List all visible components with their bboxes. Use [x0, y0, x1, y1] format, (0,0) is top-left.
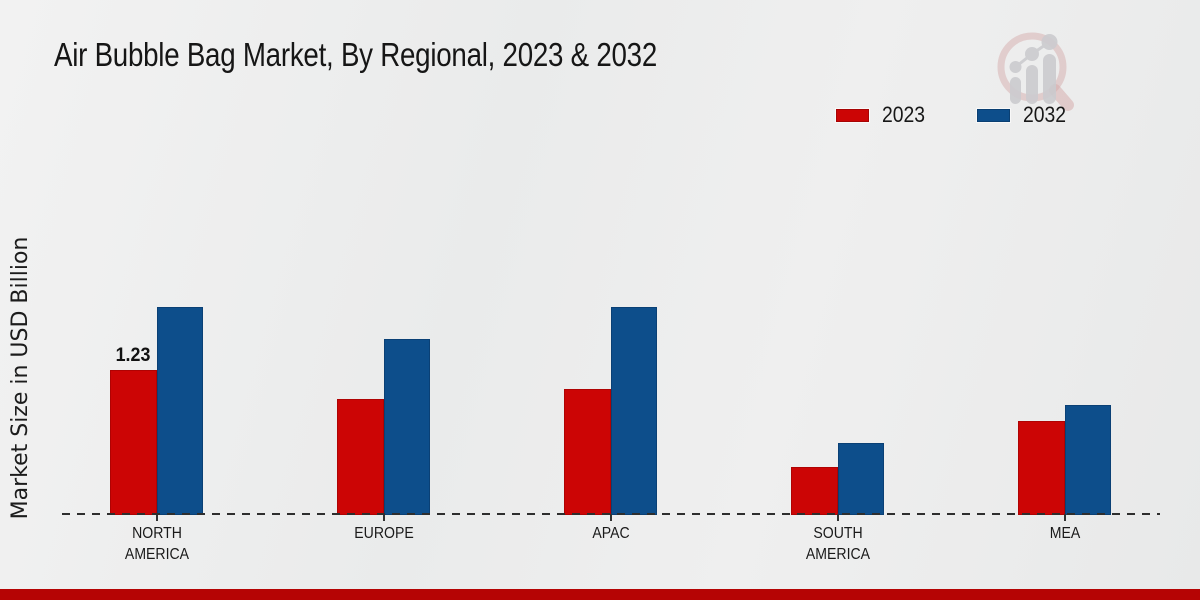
- x-tick-europe: [382, 514, 385, 521]
- legend-swatch-2032: [976, 108, 1010, 122]
- legend-swatch-2023: [836, 108, 869, 122]
- legend-label-2023: 2023: [882, 102, 926, 127]
- bar-2023-north-america: [110, 370, 157, 515]
- bar-2032-south-america: [837, 443, 884, 515]
- magnifier-growth-chart-logo: [997, 32, 1074, 111]
- x-tick-apac: [609, 514, 612, 521]
- bar-2032-apac: [610, 307, 657, 515]
- category-label-south-america: SOUTH AMERICA: [805, 525, 870, 563]
- legend: 2023 2032: [836, 102, 1072, 128]
- x-tick-north-america: [155, 514, 158, 521]
- chart-title: Air Bubble Bag Market, By Regional, 2023…: [54, 36, 658, 73]
- category-label-north-america: NORTH AMERICA: [124, 525, 189, 563]
- category-label-europe: EUROPE: [353, 525, 414, 542]
- value-label-north-america-2023: 1.23: [115, 345, 151, 366]
- zero-baseline: [62, 513, 1160, 515]
- bar-2023-apac: [564, 389, 611, 515]
- bar-2023-mea: [1018, 421, 1065, 515]
- legend-item-2032: 2032: [976, 102, 1072, 128]
- category-label-mea: MEA: [1049, 525, 1080, 542]
- bar-2023-europe: [337, 399, 384, 515]
- footer-accent-bar: [0, 589, 1200, 600]
- growth-bars-icon: [1009, 34, 1058, 104]
- magnifier-handle-icon: [1049, 84, 1074, 111]
- bar-2032-mea: [1064, 405, 1111, 515]
- bar-2032-north-america: [156, 307, 203, 515]
- bar-2023-south-america: [791, 467, 838, 515]
- bar-2032-europe: [383, 339, 430, 515]
- x-tick-mea: [1063, 514, 1066, 521]
- category-label-apac: APAC: [591, 525, 630, 542]
- legend-label-2032: 2032: [1022, 102, 1067, 127]
- x-tick-south-america: [836, 514, 839, 521]
- legend-item-2023: 2023: [836, 102, 931, 128]
